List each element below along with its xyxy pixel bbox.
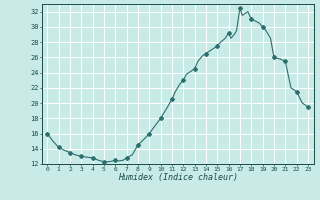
X-axis label: Humidex (Indice chaleur): Humidex (Indice chaleur)	[118, 173, 237, 182]
